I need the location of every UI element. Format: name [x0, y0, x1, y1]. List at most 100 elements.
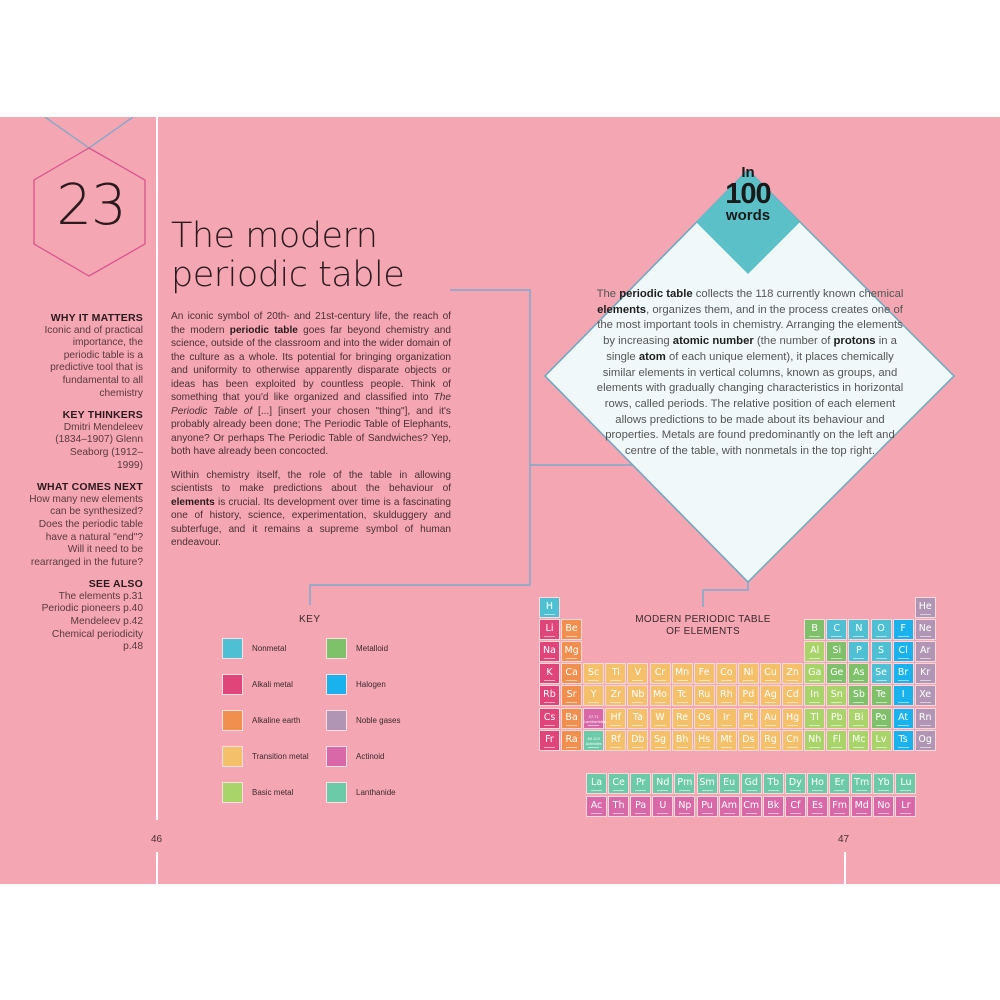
element-cell: K: [539, 663, 560, 685]
element-cell: Rh: [715, 685, 737, 707]
element-cell: Bi: [848, 707, 870, 729]
element-cell: Fl: [826, 729, 848, 751]
lanthanide-cell: Pr: [630, 773, 652, 794]
lanthanide-cell: Lu: [895, 773, 917, 794]
key-label: Metalloid: [356, 644, 389, 653]
actinide-cell: Lr: [895, 796, 917, 817]
element-cell: Tl: [804, 707, 826, 729]
left-margin-rule-bottom: [156, 852, 158, 884]
element-cell: Ni: [737, 663, 759, 685]
sidebar: WHY IT MATTERS Iconic and of practical i…: [0, 312, 143, 663]
color-swatch-icon: [326, 674, 347, 695]
color-swatch-icon: [222, 782, 243, 803]
lanthanide-cell: Nd: [652, 773, 674, 794]
lanthanide-cell: Ho: [807, 773, 828, 794]
element-cell: Y: [583, 685, 605, 707]
lanthanide-cell: Er: [829, 773, 851, 794]
element-cell: Cr: [649, 663, 671, 685]
element-cell: Ta: [627, 707, 649, 729]
element-cell: Ne: [914, 619, 936, 641]
element-cell: Nh: [804, 729, 826, 751]
key-title: KEY: [299, 614, 321, 625]
lanthanide-cell: Sm: [696, 773, 718, 794]
actinide-cell: No: [873, 796, 895, 817]
element-cell: At: [892, 707, 914, 729]
actinide-cell: Bk: [762, 796, 784, 817]
element-cell: Cs: [539, 707, 560, 729]
element-cell: Ag: [760, 685, 781, 707]
element-cell: V: [627, 663, 649, 685]
why-it-matters-text: Iconic and of practical importance, the …: [44, 324, 143, 399]
connector-lines: [309, 168, 956, 607]
element-cell: Ge: [826, 663, 848, 685]
element-cell: Sn: [826, 685, 848, 707]
see-also-heading: SEE ALSO: [88, 578, 143, 591]
actinide-cell: Ac: [586, 796, 607, 817]
element-cell: Lv: [870, 729, 892, 751]
color-swatch-icon: [222, 746, 243, 767]
key-thinkers-text: Dmitri Mendeleev (1834–1907) Glenn Seabo…: [55, 421, 143, 471]
element-cell: Ds: [737, 729, 759, 751]
key-label: Noble gases: [356, 716, 401, 725]
element-cell: Rf: [605, 729, 627, 751]
element-cell: Se: [870, 663, 892, 685]
actinide-cell: Fm: [829, 796, 851, 817]
element-cell: S: [870, 641, 892, 663]
element-cell: Hf: [605, 707, 627, 729]
element-cell: Co: [715, 663, 737, 685]
see-also-text: The elements p.31 Periodic pioneers p.40…: [41, 590, 143, 653]
what-comes-next-text: How many new elements can be synthesized…: [29, 493, 143, 568]
lanthanide-cell: Pm: [674, 773, 696, 794]
element-cell: Te: [870, 685, 892, 707]
element-cell: Sg: [649, 729, 671, 751]
element-cell: Fr: [539, 729, 560, 751]
lanthanide-cell: Dy: [784, 773, 806, 794]
element-cell: Rg: [760, 729, 781, 751]
key-item: Basic metal: [222, 782, 293, 803]
chapter-number: 23: [56, 173, 126, 238]
element-cell: Zr: [605, 685, 627, 707]
element-cell: Pb: [826, 707, 848, 729]
lanthanide-cell: Tb: [762, 773, 784, 794]
element-cell: Cl: [892, 641, 914, 663]
key-item: Metalloid: [326, 638, 388, 659]
element-cell: Li: [539, 619, 560, 641]
element-cell: Au: [760, 707, 781, 729]
actinide-cell: Th: [608, 796, 630, 817]
actinide-cell: Cm: [740, 796, 762, 817]
key-label: Alkaline earth: [252, 716, 301, 725]
lanthanide-cell: Tm: [851, 773, 873, 794]
key-label: Nonmetal: [252, 644, 287, 653]
actinide-cell: Pa: [630, 796, 652, 817]
element-cell: O: [870, 619, 892, 641]
lanthanide-cell: Yb: [873, 773, 895, 794]
page-number-left: 46: [151, 834, 163, 845]
element-cell: Cu: [760, 663, 781, 685]
actinide-placeholder: 89-103 Actinides: [583, 729, 605, 751]
element-cell: N: [848, 619, 870, 641]
key-label: Basic metal: [252, 788, 294, 797]
actinide-cell: Am: [718, 796, 740, 817]
in-100-words-badge: In 100 words: [725, 164, 771, 224]
actinide-cell: U: [652, 796, 674, 817]
element-cell: Ba: [561, 707, 583, 729]
element-cell: Ru: [693, 685, 715, 707]
element-cell: Tc: [671, 685, 693, 707]
color-swatch-icon: [326, 782, 347, 803]
color-swatch-icon: [326, 710, 347, 731]
actinide-cell: Es: [807, 796, 828, 817]
element-cell: Hs: [693, 729, 715, 751]
color-swatch-icon: [222, 710, 243, 731]
element-cell: Rb: [539, 685, 560, 707]
key-item: Alkaline earth: [222, 710, 300, 731]
element-cell: Pt: [737, 707, 759, 729]
actinide-cell: Md: [851, 796, 873, 817]
key-item: Alkali metal: [222, 674, 293, 695]
key-label: Actinoid: [356, 752, 385, 761]
body-paragraph-1: An iconic symbol of 20th- and 21st-centu…: [171, 311, 451, 457]
page-title: The modern periodic table: [171, 217, 405, 295]
element-cell: H: [539, 597, 560, 618]
element-cell: Mg: [561, 641, 583, 663]
element-cell: Mc: [848, 729, 870, 751]
lanthanide-cell: Eu: [718, 773, 740, 794]
